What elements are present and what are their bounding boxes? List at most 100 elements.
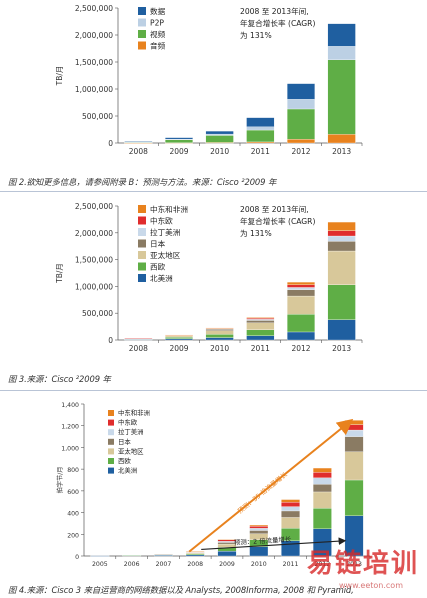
bar-segment (327, 319, 356, 341)
bar-segment (287, 331, 315, 341)
bar-segment (246, 318, 275, 320)
y-tick-label: 500,000 (82, 112, 113, 121)
x-tick-label: 2009 (169, 147, 188, 156)
x-tick-label: 2011 (251, 147, 270, 156)
x-tick-label: 2009 (169, 344, 188, 353)
bar-segment (246, 319, 275, 321)
bar-segment (327, 46, 356, 60)
legend-label: P2P (150, 19, 164, 28)
legend-swatch (138, 30, 146, 38)
bar-segment (312, 491, 332, 509)
bar-segment (124, 141, 153, 143)
x-tick-label: 2011 (251, 344, 270, 353)
figure-2-panel: 0 500,000 1,000,000 1,500,000 2,000,000 2,500… (0, 0, 427, 170)
bar-segment (312, 477, 332, 485)
y-tick-label: 400 (67, 511, 79, 518)
annotation-text: 年复合增长率 (CAGR) (240, 216, 315, 226)
chart-traffic-by-region: 0 500,000 1,000,000 1,500,000 2,000,000 2,500… (55, 202, 363, 353)
y-tick-label: 500,000 (82, 309, 113, 318)
y-tick-label: 1,400 (61, 402, 79, 409)
legend-label: 中东和非洲 (150, 204, 188, 214)
bar-segment (246, 117, 275, 127)
legend-label: 西欧 (118, 456, 131, 465)
bar-segment (287, 289, 315, 297)
legend-label: 日本 (118, 437, 131, 446)
bar-segment (246, 126, 275, 131)
bar-segment (281, 499, 300, 503)
bar-segment (287, 284, 315, 288)
y-tick-label: 1,500,000 (75, 58, 113, 67)
y-tick-label: 1,200 (61, 424, 79, 431)
bar-segment (217, 550, 237, 557)
legend-swatch (138, 7, 146, 15)
bar-segment (312, 508, 332, 530)
legend-label: 亚太地区 (118, 446, 144, 455)
bar-segment (344, 424, 364, 431)
annotation-text: 为 131% (240, 30, 272, 40)
chart-traffic-by-type: 0 500,000 1,000,000 1,500,000 2,000,000 2,500… (55, 4, 363, 156)
x-tick-label: 2012 (314, 561, 330, 568)
caption-fig4: 图 4.来源：Cisco 3 来自运营商的网络数据以及 Analysts, 20… (8, 585, 354, 595)
bar-segment (281, 506, 300, 512)
bar-segment (327, 23, 356, 47)
x-tick-label: 2012 (291, 344, 310, 353)
forecast-arrow-2x (201, 537, 347, 551)
y-tick-label: 0 (75, 554, 79, 561)
bar-segment (249, 546, 269, 557)
legend-label: 拉丁美洲 (118, 427, 144, 436)
bar-segment (344, 451, 364, 481)
caption-fig2: 图 2.欲知更多信息，请参阅附录 B：预测与方法。来源：Cisco ²2009 … (8, 177, 277, 187)
bar-segment (344, 436, 364, 452)
bar-segment (287, 139, 315, 144)
y-tick-label: 1,000,000 (75, 282, 113, 291)
bar-segment (246, 317, 275, 319)
bar-segment (344, 429, 364, 437)
x-tick-label: 2013 (346, 561, 362, 568)
bar-segment (124, 338, 153, 340)
legend-label: 日本 (150, 239, 166, 249)
y-tick-label: 600 (67, 489, 79, 496)
bar-segment (287, 83, 315, 100)
y-tick-label: 1,000 (61, 445, 79, 452)
bar-segment (327, 230, 356, 237)
bar-segment (90, 555, 110, 557)
legend-label: 北美洲 (118, 466, 137, 475)
bar-segment (249, 524, 269, 527)
separator-1 (0, 191, 427, 192)
separator-2 (0, 390, 427, 391)
bar-segment (249, 530, 269, 534)
bar-segment (327, 59, 356, 135)
legend-swatch (138, 251, 146, 259)
x-tick-label: 2013 (332, 147, 351, 156)
legend-label: 中东和非洲 (118, 408, 150, 417)
legend-label: 拉丁美洲 (150, 227, 180, 237)
bar-segment (327, 235, 356, 242)
legend-swatch (108, 429, 114, 436)
forecast-label-2x: 预测：2 倍流量增长 (234, 534, 292, 546)
bar-segment (281, 502, 300, 507)
bar-segment (327, 134, 356, 144)
legend-swatch (108, 448, 114, 455)
bar-segment (165, 334, 193, 336)
bar-segment (165, 338, 193, 341)
x-tick-label: 2007 (156, 561, 172, 568)
bar-segment (312, 472, 332, 478)
y-tick-label: 1,000,000 (75, 85, 113, 94)
watermark-logo: 易链培训 (306, 549, 419, 579)
bar-segment (287, 295, 315, 315)
bar-segment (312, 484, 332, 493)
bar-segment (344, 479, 364, 516)
bar-segment (287, 287, 315, 290)
y-tick-label: 0 (108, 139, 113, 148)
y-tick-label: 2,000,000 (75, 229, 113, 238)
bar-segment (287, 108, 315, 140)
y-axis-label: TB/月 (55, 263, 64, 284)
legend-swatch (138, 274, 146, 282)
bar-segment (217, 539, 237, 540)
legend-swatch (108, 458, 114, 464)
x-tick-label: 2008 (129, 344, 148, 353)
x-tick-label: 2009 (219, 561, 235, 568)
bar-segment (185, 551, 205, 553)
legend-label: 北美洲 (150, 273, 173, 283)
bar-segment (165, 139, 193, 143)
